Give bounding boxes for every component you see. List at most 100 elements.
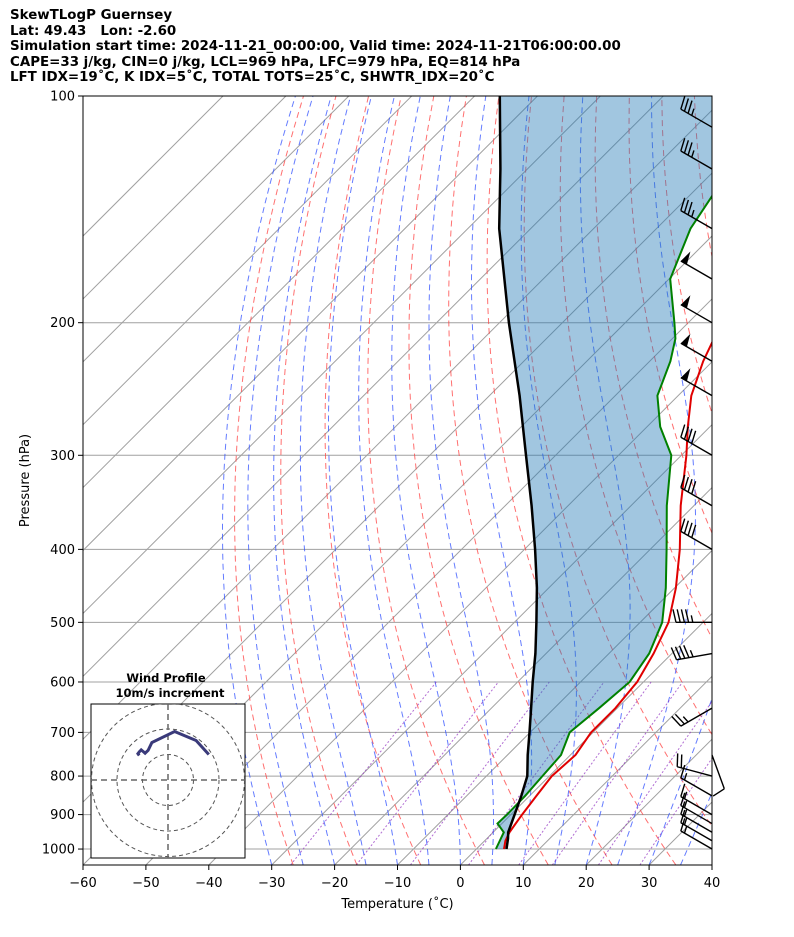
dry-adiabat-line xyxy=(448,96,613,865)
x-tick-label: 20 xyxy=(578,876,595,891)
barb-full xyxy=(680,809,686,823)
barb-half xyxy=(683,809,688,817)
barb-full xyxy=(672,609,677,623)
cape-area xyxy=(495,96,712,849)
barb-half xyxy=(683,826,688,834)
barb-full xyxy=(683,476,690,491)
y-tick-label: 600 xyxy=(50,675,75,690)
barb-full xyxy=(687,428,693,442)
barb-full xyxy=(680,474,686,488)
wind-barbs xyxy=(670,96,725,850)
isotherm-line xyxy=(83,96,224,237)
mixing-ratio-line xyxy=(551,681,684,865)
isotherm-line xyxy=(775,96,794,865)
dry-adiabat-line xyxy=(408,96,549,865)
temperature-line xyxy=(503,340,712,850)
y-tick-label: 400 xyxy=(50,543,75,558)
chart-title: SkewTLogP Guernsey xyxy=(10,8,173,23)
x-tick-label: 30 xyxy=(641,876,658,891)
wind-barb xyxy=(680,783,713,816)
barb-pennant xyxy=(680,368,691,382)
profile-lines xyxy=(494,96,712,850)
wind-barb xyxy=(680,138,713,170)
barb-staff xyxy=(680,707,713,727)
barb-pennant xyxy=(680,295,691,309)
moist-adiabat-line xyxy=(471,96,533,865)
x-tick-label: −40 xyxy=(195,876,222,891)
barb-half xyxy=(682,716,689,723)
moist-adiabat-line xyxy=(222,96,296,865)
barb-half xyxy=(683,800,688,808)
barb-staff xyxy=(680,777,713,797)
barb-staff xyxy=(680,530,713,550)
dry-adiabat-line xyxy=(367,96,485,865)
x-tick-label: −20 xyxy=(321,876,348,891)
y-tick-label: 800 xyxy=(50,770,75,785)
barb-full xyxy=(687,478,693,493)
barb-full xyxy=(680,801,686,815)
wind-barb xyxy=(680,295,713,324)
barb-full xyxy=(678,645,686,659)
barb-full xyxy=(680,138,686,152)
x-tick-label: 10 xyxy=(515,876,532,891)
x-axis-label: Temperature (˚C) xyxy=(340,896,453,912)
barb-full xyxy=(670,647,678,661)
wind-barb xyxy=(676,753,713,777)
barb-full xyxy=(683,140,690,154)
barb-staff xyxy=(680,150,713,170)
barb-full xyxy=(687,522,693,536)
barb-half xyxy=(691,108,695,116)
y-tick-label: 900 xyxy=(50,808,75,823)
barb-half xyxy=(689,649,694,658)
wind-barb xyxy=(672,609,712,624)
isotherm-line xyxy=(83,96,538,552)
barb-full xyxy=(683,199,690,213)
mixing-ratio-line xyxy=(468,681,605,865)
y-tick-label: 1000 xyxy=(42,843,75,858)
barb-pennant xyxy=(680,333,691,347)
y-tick-label: 100 xyxy=(50,90,75,105)
isotherm-line xyxy=(83,96,350,363)
isotherm-line xyxy=(271,423,712,865)
barb-staff xyxy=(680,795,713,816)
mixing-ratio-line xyxy=(409,681,550,865)
isotherm-line xyxy=(208,361,712,865)
barb-half xyxy=(683,791,688,799)
dry-adiabat-line xyxy=(693,96,712,259)
isotherm-line xyxy=(83,96,413,426)
mixing-ratio-line xyxy=(639,757,712,865)
barb-staff xyxy=(680,487,713,507)
dry-adiabat-line xyxy=(594,96,712,640)
barb-staff xyxy=(680,209,713,230)
hodograph-canvas xyxy=(91,704,245,858)
background-lines xyxy=(222,96,794,865)
isotherm-line xyxy=(83,96,287,300)
cape-fill xyxy=(495,96,712,849)
y-tick-label: 200 xyxy=(50,316,75,331)
y-tick-label: 500 xyxy=(50,616,75,631)
dry-adiabat-line xyxy=(234,96,304,865)
location-line: Lat: 49.43 Lon: -2.60 xyxy=(10,23,177,39)
barb-staff xyxy=(680,804,713,825)
barb-full xyxy=(687,142,693,156)
parcel-path-line xyxy=(497,96,539,850)
barb-full xyxy=(680,197,686,211)
barb-full xyxy=(674,713,685,725)
barb-half xyxy=(691,150,695,158)
dry-adiabat-line xyxy=(760,96,794,865)
mixing-ratio-line xyxy=(518,681,652,865)
dry-adiabat-line xyxy=(486,96,677,865)
wind-barb xyxy=(680,518,713,550)
barb-staff xyxy=(676,652,713,661)
barb-pennant xyxy=(680,251,691,265)
moist-adiabat-line xyxy=(247,96,314,865)
barb-full xyxy=(680,764,686,779)
barb-full xyxy=(680,609,686,623)
barb-staff xyxy=(680,436,713,456)
barb-staff xyxy=(680,822,713,842)
x-tick-label: 40 xyxy=(704,876,721,891)
isotherm-line xyxy=(83,96,601,615)
barb-full xyxy=(684,609,690,623)
